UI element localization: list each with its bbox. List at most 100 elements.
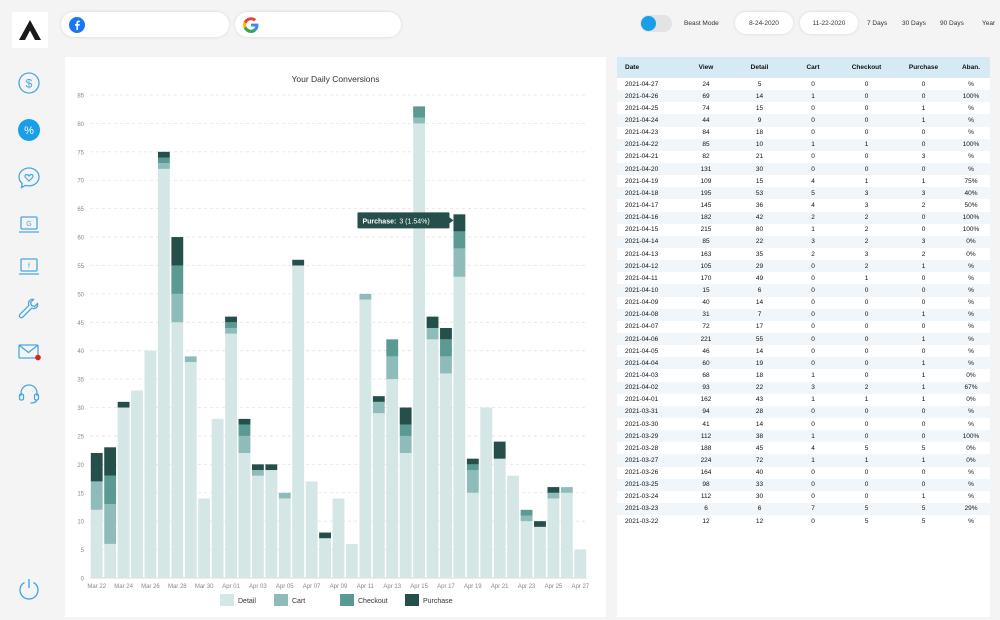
bar-detail-segment[interactable]: [386, 379, 399, 578]
bar-detail-segment[interactable]: [399, 452, 412, 578]
bar-checkout-segment[interactable]: [440, 339, 452, 357]
bar-cart-segment[interactable]: [171, 293, 184, 323]
bar-purchase-segment[interactable]: [90, 452, 103, 482]
bar-cart-segment[interactable]: [453, 248, 466, 277]
bar-cart-segment[interactable]: [251, 470, 264, 476]
bar-purchase-segment[interactable]: [547, 487, 560, 493]
bar-checkout-segment[interactable]: [399, 424, 412, 436]
bar-detail-segment[interactable]: [90, 509, 103, 578]
column-header-view[interactable]: View: [681, 57, 731, 78]
bar-detail-segment[interactable]: [574, 549, 587, 578]
column-header-date[interactable]: Date: [617, 57, 681, 78]
bar-cart-segment[interactable]: [399, 435, 412, 453]
bar-detail-segment[interactable]: [238, 452, 251, 578]
bar-detail-segment[interactable]: [547, 498, 560, 578]
beast-mode-toggle[interactable]: [640, 15, 672, 32]
column-header-detail[interactable]: Detail: [731, 57, 788, 78]
bar-checkout-segment[interactable]: [104, 475, 117, 505]
bar-detail-segment[interactable]: [507, 475, 520, 578]
bar-checkout-segment[interactable]: [238, 424, 251, 436]
bar-purchase-segment[interactable]: [534, 521, 546, 527]
bar-detail-segment[interactable]: [292, 265, 305, 578]
sidebar-item-tools[interactable]: [16, 296, 42, 322]
legend-swatch[interactable]: [220, 594, 234, 606]
bar-detail-segment[interactable]: [440, 373, 452, 578]
bar-cart-segment[interactable]: [520, 515, 533, 522]
google-account-selector[interactable]: [235, 12, 401, 37]
bar-purchase-segment[interactable]: [171, 237, 184, 266]
bar-cart-segment[interactable]: [440, 356, 452, 374]
column-header-cart[interactable]: Cart: [788, 57, 838, 78]
sidebar-item-engagement[interactable]: [16, 165, 42, 191]
legend-swatch[interactable]: [274, 594, 288, 606]
bar-detail-segment[interactable]: [251, 475, 264, 578]
bar-detail-segment[interactable]: [225, 333, 237, 578]
bar-purchase-segment[interactable]: [493, 441, 506, 459]
bar-detail-segment[interactable]: [413, 123, 426, 578]
range-7-days-button[interactable]: 7 Days: [867, 20, 888, 27]
bar-cart-segment[interactable]: [184, 356, 197, 363]
bar-cart-segment[interactable]: [560, 487, 573, 493]
bar-detail-segment[interactable]: [198, 498, 211, 578]
bar-purchase-segment[interactable]: [453, 214, 466, 232]
bar-cart-segment[interactable]: [104, 504, 117, 544]
bar-cart-segment[interactable]: [426, 327, 439, 340]
bar-purchase-segment[interactable]: [426, 316, 439, 328]
bar-purchase-segment[interactable]: [319, 532, 331, 539]
bar-purchase-segment[interactable]: [466, 458, 479, 465]
bar-cart-segment[interactable]: [238, 435, 251, 453]
legend-swatch[interactable]: [340, 594, 354, 606]
bar-cart-segment[interactable]: [386, 356, 399, 380]
bar-detail-segment[interactable]: [117, 407, 130, 578]
bar-detail-segment[interactable]: [184, 362, 197, 578]
bar-detail-segment[interactable]: [493, 458, 506, 578]
bar-purchase-segment[interactable]: [440, 327, 452, 340]
legend-label[interactable]: Checkout: [358, 598, 388, 605]
bar-purchase-segment[interactable]: [104, 447, 117, 476]
bar-purchase-segment[interactable]: [225, 316, 237, 323]
bar-cart-segment[interactable]: [372, 401, 385, 414]
legend-label[interactable]: Purchase: [423, 598, 453, 605]
bar-cart-segment[interactable]: [547, 492, 560, 499]
sidebar-item-messages[interactable]: [16, 339, 42, 365]
bar-detail-segment[interactable]: [211, 418, 224, 578]
bar-cart-segment[interactable]: [466, 470, 479, 493]
bar-detail-segment[interactable]: [480, 407, 493, 578]
bar-detail-segment[interactable]: [560, 492, 573, 578]
bar-detail-segment[interactable]: [520, 521, 533, 578]
bar-detail-segment[interactable]: [534, 526, 546, 578]
column-header-checkout[interactable]: Checkout: [838, 57, 895, 78]
start-date-picker[interactable]: 8-24-2020: [735, 12, 793, 34]
range-30-days-button[interactable]: 30 Days: [902, 20, 926, 27]
bar-detail-segment[interactable]: [131, 390, 143, 578]
bar-detail-segment[interactable]: [265, 470, 278, 578]
bar-purchase-segment[interactable]: [399, 407, 412, 425]
bar-detail-segment[interactable]: [359, 299, 372, 578]
bar-detail-segment[interactable]: [157, 168, 170, 578]
sidebar-item-revenue[interactable]: $: [16, 70, 42, 96]
bar-detail-segment[interactable]: [278, 498, 291, 578]
sidebar-item-support[interactable]: [16, 381, 42, 407]
bar-checkout-segment[interactable]: [453, 231, 466, 249]
bar-detail-segment[interactable]: [372, 413, 385, 578]
bar-purchase-segment[interactable]: [372, 396, 385, 402]
sidebar-item-conversions[interactable]: %: [16, 117, 42, 143]
bar-checkout-segment[interactable]: [413, 106, 426, 118]
end-date-picker[interactable]: 11-22-2020: [800, 12, 858, 34]
legend-label[interactable]: Cart: [292, 598, 305, 605]
sidebar-item-facebook-ads[interactable]: f: [16, 254, 42, 280]
bar-checkout-segment[interactable]: [386, 339, 399, 357]
bar-cart-segment[interactable]: [278, 492, 291, 499]
column-header-abandonment[interactable]: Aban.: [952, 57, 990, 78]
bar-detail-segment[interactable]: [104, 543, 117, 578]
bar-purchase-segment[interactable]: [157, 151, 170, 158]
bar-checkout-segment[interactable]: [171, 265, 184, 294]
bar-purchase-segment[interactable]: [238, 418, 251, 425]
bar-detail-segment[interactable]: [319, 538, 331, 578]
bar-checkout-segment[interactable]: [157, 157, 170, 164]
bar-checkout-segment[interactable]: [466, 464, 479, 471]
facebook-account-selector[interactable]: [61, 12, 229, 37]
bar-detail-segment[interactable]: [144, 350, 157, 578]
bar-detail-segment[interactable]: [466, 492, 479, 578]
app-logo[interactable]: [12, 12, 48, 48]
